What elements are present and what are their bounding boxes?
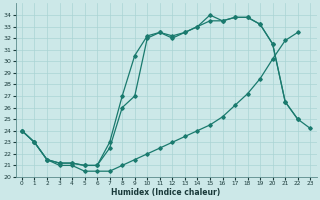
X-axis label: Humidex (Indice chaleur): Humidex (Indice chaleur) <box>111 188 221 197</box>
